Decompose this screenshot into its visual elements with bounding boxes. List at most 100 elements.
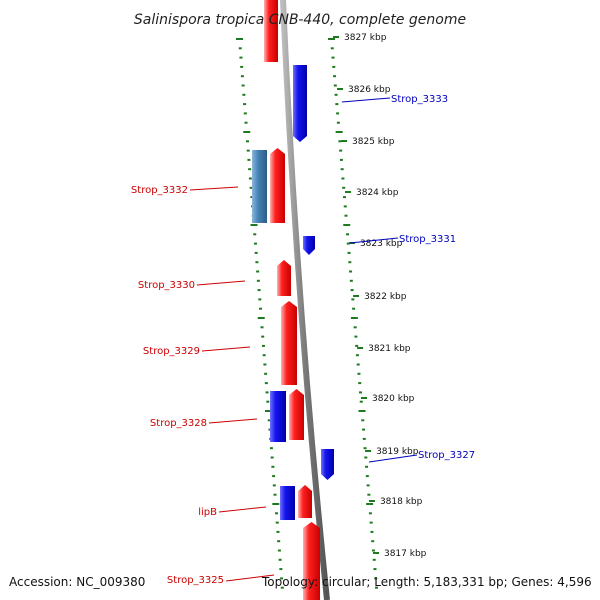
gene-label[interactable]: Strop_3333 <box>391 94 448 105</box>
gene-feature[interactable] <box>281 301 297 385</box>
gene-label[interactable]: lipB <box>198 507 217 518</box>
tick-mark <box>359 400 363 403</box>
tick-mark <box>249 186 253 189</box>
scale-label: 3817 kbp <box>384 549 427 559</box>
tick-mark <box>366 503 374 505</box>
tick-mark <box>277 540 281 543</box>
tick-mark <box>355 354 359 357</box>
gene-label[interactable]: Strop_3331 <box>399 234 456 245</box>
tick-mark <box>258 298 262 301</box>
tick-mark <box>250 224 258 226</box>
gene-feature[interactable] <box>264 0 278 62</box>
tick-mark <box>273 493 277 496</box>
tick-mark <box>349 270 353 273</box>
tick-mark <box>268 428 272 431</box>
scale-label: 3824 kbp <box>356 188 399 198</box>
scale-label: 3826 kbp <box>348 85 391 95</box>
tick-mark <box>247 158 251 161</box>
tick-mark <box>343 224 351 226</box>
tick-mark <box>338 140 342 143</box>
tick-mark <box>240 65 244 68</box>
gene-leader-line <box>218 506 267 513</box>
scale-label: 3821 kbp <box>368 344 411 354</box>
tick-track-left <box>236 38 284 589</box>
tick-mark <box>238 47 242 50</box>
gene-leader-line <box>201 346 251 352</box>
tick-mark <box>259 307 263 310</box>
gene-label[interactable]: Strop_3327 <box>418 450 475 461</box>
gene-leader-line <box>225 574 275 582</box>
tick-mark <box>332 65 336 68</box>
tick-mark <box>339 149 343 152</box>
gene-feature[interactable] <box>252 150 267 223</box>
gene-feature[interactable] <box>303 522 320 600</box>
gene-leader-line <box>196 280 246 286</box>
scale-label: 3820 kbp <box>372 394 415 404</box>
tick-mark <box>248 177 252 180</box>
tick-mark <box>355 344 359 347</box>
tick-mark <box>274 512 278 515</box>
tick-mark <box>254 251 258 254</box>
tick-mark <box>241 84 245 87</box>
tick-mark <box>265 410 273 412</box>
tick-mark <box>264 382 268 385</box>
gene-feature[interactable] <box>280 486 295 520</box>
gene-leader-line <box>368 454 418 463</box>
tick-mark <box>261 344 265 347</box>
tick-mark <box>335 131 343 133</box>
gene-feature[interactable] <box>277 260 291 296</box>
tick-mark <box>239 56 243 59</box>
gene-label[interactable]: Strop_3325 <box>167 575 224 586</box>
tick-mark <box>349 279 353 282</box>
tick-mark <box>364 456 368 459</box>
tick-mark <box>333 75 337 78</box>
tick-mark <box>330 47 334 50</box>
tick-mark <box>342 186 346 189</box>
gene-label[interactable]: Strop_3328 <box>150 418 207 429</box>
gene-feature[interactable] <box>270 391 286 442</box>
tick-mark <box>374 577 378 580</box>
tick-mark <box>266 400 270 403</box>
scale-tick <box>341 140 348 142</box>
tick-mark <box>280 577 284 580</box>
accession-text: Accession: NC_009380 <box>9 575 145 589</box>
tick-mark <box>243 103 247 106</box>
gene-leader-line <box>189 186 239 191</box>
tick-mark <box>347 251 351 254</box>
tick-mark <box>272 475 276 478</box>
gene-feature[interactable] <box>321 449 334 480</box>
scale-label: 3827 kbp <box>344 33 387 43</box>
tick-mark <box>240 75 244 78</box>
tick-mark <box>366 484 370 487</box>
scale-tick <box>353 295 360 297</box>
tick-mark <box>335 103 339 106</box>
tick-mark <box>334 93 338 96</box>
gene-label[interactable]: Strop_3330 <box>138 280 195 291</box>
tick-mark <box>261 335 265 338</box>
gene-feature[interactable] <box>303 236 315 255</box>
tick-mark <box>256 279 260 282</box>
scale-tick <box>360 397 367 399</box>
gene-feature[interactable] <box>270 148 285 223</box>
tick-mark <box>328 38 335 40</box>
tick-mark <box>351 298 355 301</box>
gene-feature[interactable] <box>298 485 312 518</box>
scale-label: 3819 kbp <box>376 447 419 457</box>
tick-mark <box>246 149 250 152</box>
tick-mark <box>353 326 357 329</box>
tick-mark <box>257 317 265 319</box>
gene-feature[interactable] <box>289 389 304 440</box>
tick-mark <box>275 521 279 524</box>
tick-mark <box>365 465 369 468</box>
scale-tick <box>345 191 352 193</box>
tick-mark <box>260 326 264 329</box>
gene-feature[interactable] <box>293 65 307 142</box>
tick-mark <box>277 549 281 552</box>
gene-label[interactable]: Strop_3329 <box>143 346 200 357</box>
gene-label[interactable]: Strop_3332 <box>131 185 188 196</box>
scale-tick <box>368 500 375 502</box>
gene-leader-line <box>341 97 391 103</box>
gene-leader-line <box>349 237 399 244</box>
tick-mark <box>336 112 340 115</box>
